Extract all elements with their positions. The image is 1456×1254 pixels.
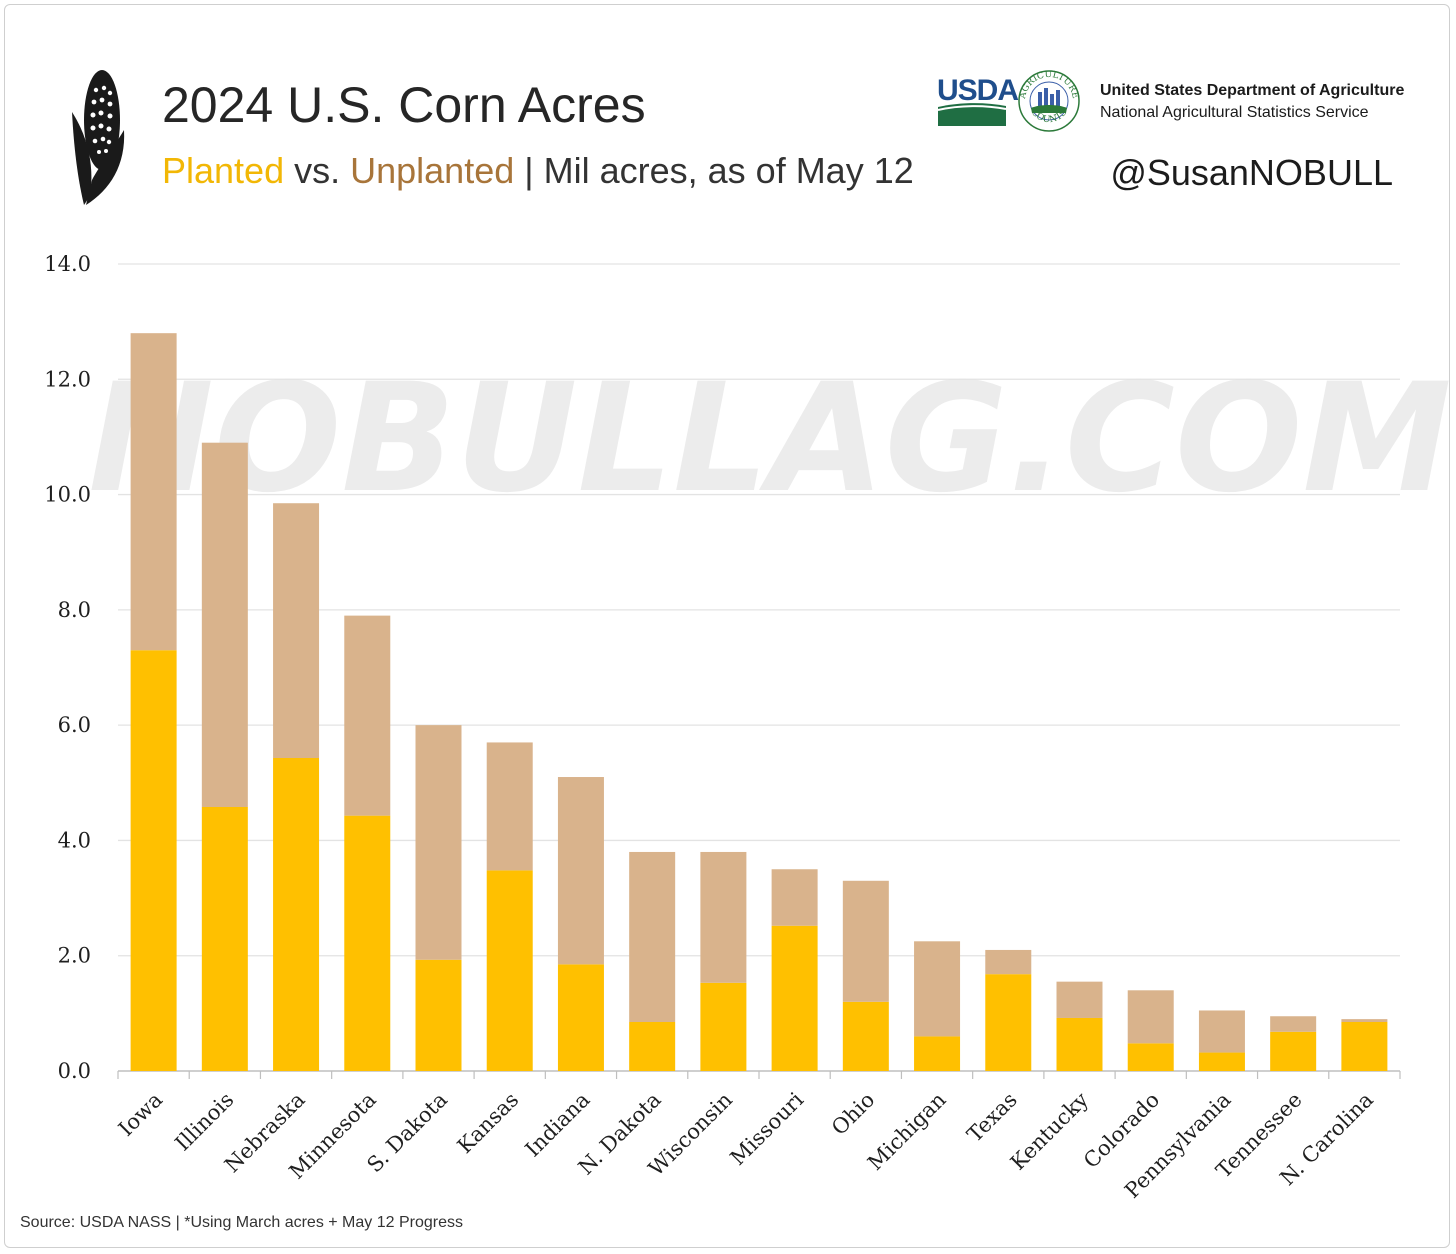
bars [130, 333, 1388, 1071]
subtitle-vs: vs. [284, 150, 350, 191]
x-tick-label: Texas [962, 1088, 1021, 1147]
bar-unplanted [1341, 1019, 1388, 1023]
x-tick-label: Indiana [521, 1088, 595, 1162]
bar-planted [201, 806, 248, 1071]
bar-unplanted [344, 615, 391, 816]
bar-unplanted [557, 777, 604, 965]
bar-unplanted [130, 333, 177, 651]
agriculture-counts-icon: AGRICULTURE COUNTS [1018, 70, 1080, 132]
bar-planted [415, 959, 462, 1071]
bar-unplanted [771, 869, 818, 926]
bar-planted [344, 815, 391, 1071]
chart-title: 2024 U.S. Corn Acres [162, 77, 646, 133]
bar-unplanted [914, 941, 961, 1037]
legend-unplanted: Unplanted [350, 150, 514, 191]
y-tick-label: 2.0 [58, 944, 91, 968]
bar-unplanted [486, 742, 533, 871]
bar-planted [273, 757, 320, 1071]
y-tick-label: 0.0 [58, 1059, 91, 1083]
gridlines [118, 263, 1400, 957]
bar-unplanted [1198, 1010, 1245, 1053]
bar-planted [1341, 1022, 1388, 1071]
bar-planted [985, 974, 1032, 1071]
source-note: Source: USDA NASS | *Using March acres +… [20, 1214, 463, 1231]
author-handle: @SusanNOBULL [1110, 152, 1393, 193]
bar-planted [486, 870, 533, 1071]
bar-unplanted [842, 880, 889, 1002]
bar-unplanted [201, 442, 248, 807]
bar-unplanted [985, 949, 1032, 975]
y-tick-label: 14.0 [44, 252, 91, 276]
x-tick-label: Michigan [863, 1088, 950, 1175]
usda-logo-icon: USDA [937, 74, 1019, 126]
y-tick-label: 6.0 [58, 713, 91, 737]
bar-planted [1270, 1031, 1317, 1071]
subtitle-units: | Mil acres, as of May 12 [514, 150, 913, 191]
y-tick-label: 12.0 [44, 367, 91, 391]
bar-planted [1127, 1043, 1174, 1071]
bar-planted [914, 1036, 961, 1071]
agency-subname: National Agricultural Statistics Service [1100, 104, 1369, 121]
bar-unplanted [415, 725, 462, 960]
x-tick-label: Kentucky [1006, 1087, 1093, 1174]
counts-arc-bottom: COUNTS [1029, 108, 1069, 126]
bar-planted [842, 1001, 889, 1071]
bar-unplanted [629, 851, 676, 1023]
watermark: NOBULLAG.COM [88, 352, 1451, 526]
bar-planted [700, 982, 747, 1071]
y-tick-label: 4.0 [58, 828, 91, 852]
y-tick-label: 10.0 [44, 483, 91, 507]
legend-planted: Planted [162, 150, 284, 191]
x-tick-label: Ohio [827, 1088, 879, 1140]
bar-planted [771, 925, 818, 1071]
bar-planted [1056, 1017, 1103, 1071]
x-tick-label: Kansas [453, 1088, 524, 1159]
x-tick-label: Illinois [170, 1088, 238, 1156]
bar-planted [629, 1022, 676, 1071]
y-tick-label: 8.0 [58, 598, 91, 622]
bar-unplanted [273, 503, 320, 758]
bar-unplanted [1127, 990, 1174, 1044]
bar-planted [130, 650, 177, 1071]
usda-wordmark: USDA [937, 74, 1018, 107]
x-tick-label: Iowa [114, 1088, 167, 1141]
corn-icon [72, 70, 125, 205]
bar-unplanted [1270, 1016, 1317, 1032]
bar-unplanted [700, 851, 747, 983]
chart-subtitle: Planted vs. Unplanted | Mil acres, as of… [162, 150, 914, 191]
x-tick-label: Missouri [726, 1087, 809, 1170]
bar-planted [557, 964, 604, 1071]
agency-name: United States Department of Agriculture [1100, 82, 1404, 99]
svg-text:COUNTS: COUNTS [1029, 108, 1069, 126]
bar-planted [1198, 1052, 1245, 1071]
bar-unplanted [1056, 981, 1103, 1018]
